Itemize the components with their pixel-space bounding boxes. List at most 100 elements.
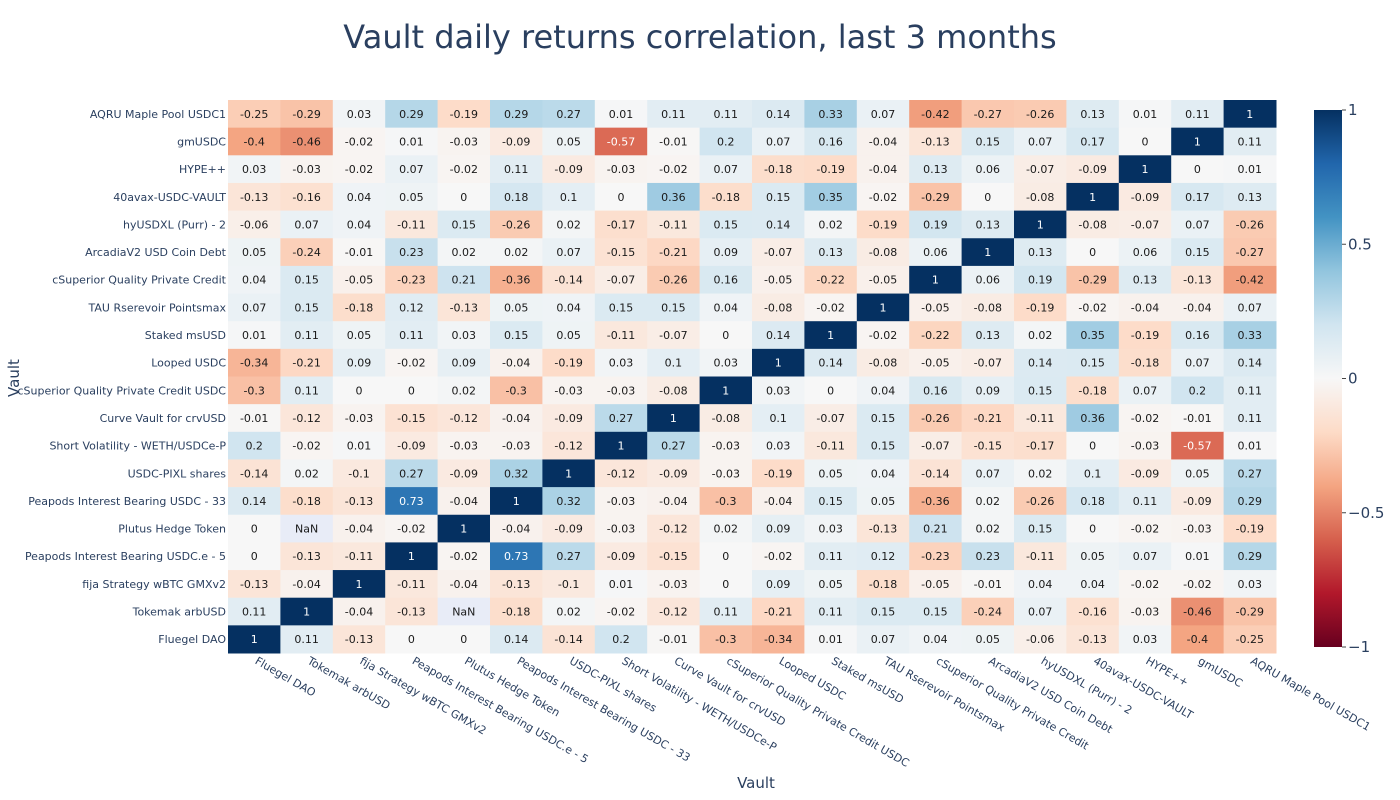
heatmap-cell <box>332 514 386 543</box>
cell-value-label: 0.01 <box>609 108 634 121</box>
heatmap-cell <box>961 265 1015 295</box>
heatmap-cell <box>752 431 805 460</box>
heatmap-cell <box>1014 431 1067 460</box>
heatmap-cell <box>385 570 439 599</box>
heatmap-cell <box>1223 100 1277 129</box>
cell-value-label: -0.15 <box>659 550 687 563</box>
heatmap-cell <box>752 487 805 516</box>
cell-value-label: -0.04 <box>345 523 373 536</box>
cell-value-label: 0.27 <box>556 550 581 563</box>
cell-value-label: 0.11 <box>818 550 843 563</box>
heatmap-cell <box>647 182 701 212</box>
heatmap-cell <box>647 625 701 654</box>
cell-value-label: 0.15 <box>923 606 948 619</box>
heatmap-cell <box>437 514 491 543</box>
colorbar-tick-label: 1 <box>1348 101 1358 119</box>
heatmap-cell <box>1171 321 1225 350</box>
cell-value-label: 0.03 <box>766 384 791 397</box>
heatmap-cell <box>1118 376 1172 405</box>
cell-value-label: 0.2 <box>245 440 263 453</box>
heatmap-cell <box>752 100 805 129</box>
heatmap-cell <box>594 542 648 571</box>
x-axis-title: Vault <box>737 774 775 792</box>
heatmap-cell <box>280 459 334 488</box>
cell-value-label: -0.13 <box>240 191 268 204</box>
cell-value-label: 0.11 <box>714 108 739 121</box>
heatmap-cell <box>1171 238 1225 267</box>
cell-value-label: -0.07 <box>816 412 844 425</box>
cell-value-label: 1 <box>670 412 677 425</box>
heatmap-cell <box>542 597 596 626</box>
cell-value-label: 0.14 <box>504 633 529 646</box>
heatmap-cell <box>1171 431 1225 460</box>
cell-value-label: 0 <box>984 191 991 204</box>
cell-value-label: -0.01 <box>345 246 373 259</box>
cell-value-label: 0.17 <box>1185 191 1210 204</box>
y-tick-label: USDC-PIXL shares <box>128 467 227 480</box>
cell-value-label: -0.34 <box>764 633 792 646</box>
heatmap-cell <box>1171 127 1225 156</box>
cell-value-label: -0.11 <box>397 218 425 231</box>
heatmap-cell <box>542 265 596 295</box>
heatmap-cell <box>961 459 1015 488</box>
cell-value-label: 0.12 <box>871 550 896 563</box>
heatmap-cell <box>1118 597 1172 626</box>
heatmap-cell <box>699 155 753 184</box>
heatmap-cell <box>647 293 701 322</box>
cell-value-label: 1 <box>1246 108 1253 121</box>
heatmap-cell <box>1014 597 1067 626</box>
cell-value-label: -0.09 <box>554 412 582 425</box>
cell-value-label: -0.02 <box>345 163 373 176</box>
cell-value-label: -0.25 <box>1236 633 1264 646</box>
cell-value-label: -0.03 <box>292 163 320 176</box>
cell-value-label: 0.05 <box>347 329 372 342</box>
heatmap-cell <box>804 321 858 350</box>
heatmap-cell <box>1118 238 1172 267</box>
cell-value-label: -0.11 <box>397 578 425 591</box>
y-tick-label: 40avax-USDC-VAULT <box>113 191 226 204</box>
cell-value-label: 0.04 <box>714 301 739 314</box>
cell-value-label: -0.03 <box>1131 440 1159 453</box>
heatmap-cell <box>228 542 281 571</box>
colorbar-tick-label: −0.5 <box>1348 504 1384 522</box>
cell-value-label: -0.13 <box>397 606 425 619</box>
heatmap-cell <box>542 321 596 350</box>
cell-value-label: -0.07 <box>921 440 949 453</box>
cell-value-label: 0.18 <box>1080 495 1105 508</box>
cell-value-label: -0.02 <box>607 606 635 619</box>
heatmap-cell <box>647 155 701 184</box>
cell-value-label: -0.25 <box>240 108 268 121</box>
cell-value-label: 0.03 <box>1238 578 1263 591</box>
heatmap-cell <box>856 100 910 129</box>
heatmap-cell <box>1066 376 1120 405</box>
cell-value-label: 0.73 <box>399 495 424 508</box>
cell-value-label: -0.18 <box>1131 357 1159 370</box>
cell-value-label: -0.21 <box>659 246 687 259</box>
cell-value-label: -0.15 <box>607 246 635 259</box>
cell-value-label: 1 <box>880 301 887 314</box>
heatmap-cell <box>542 155 596 184</box>
cell-value-label: 0.07 <box>399 163 424 176</box>
cell-value-label: -0.3 <box>505 384 526 397</box>
heatmap-cell <box>385 100 439 129</box>
cell-value-label: -0.57 <box>607 135 635 148</box>
heatmap-cell <box>594 182 648 212</box>
cell-value-label: 0.14 <box>818 357 843 370</box>
heatmap-cell <box>699 321 753 350</box>
heatmap-cell <box>856 625 910 654</box>
heatmap-cell <box>1223 542 1277 571</box>
cell-value-label: -0.13 <box>450 301 478 314</box>
heatmap-cell <box>804 570 858 599</box>
heatmap-cell <box>542 570 596 599</box>
cell-value-label: -0.03 <box>712 440 740 453</box>
heatmap-cell <box>542 459 596 488</box>
cell-value-label: 0.14 <box>766 329 791 342</box>
heatmap-cell <box>1014 265 1067 295</box>
heatmap-cell <box>856 597 910 626</box>
heatmap-cell <box>280 100 334 129</box>
cell-value-label: 0.04 <box>871 384 896 397</box>
cell-value-label: 1 <box>513 495 520 508</box>
cell-value-label: -0.02 <box>764 550 792 563</box>
cell-value-label: -0.18 <box>712 191 740 204</box>
cell-value-label: 0.04 <box>347 218 372 231</box>
